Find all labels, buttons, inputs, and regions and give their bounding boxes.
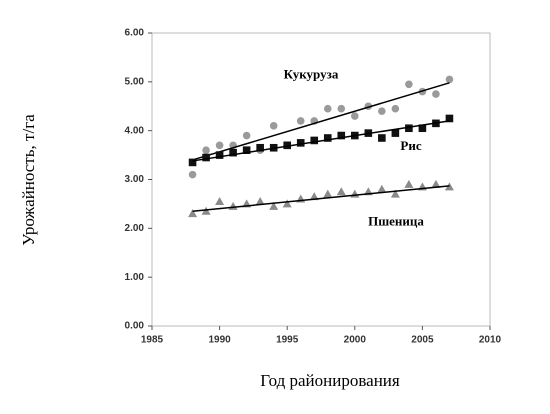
point bbox=[336, 187, 346, 196]
point bbox=[431, 179, 441, 188]
series-label: Рис bbox=[400, 138, 421, 153]
y-tick-label: 3.00 bbox=[125, 174, 145, 185]
point bbox=[309, 192, 319, 201]
point bbox=[351, 112, 359, 120]
point bbox=[445, 114, 454, 123]
x-tick-label: 2010 bbox=[479, 335, 502, 346]
point bbox=[229, 148, 237, 157]
point bbox=[377, 184, 387, 193]
point bbox=[269, 121, 278, 130]
point bbox=[255, 196, 265, 205]
point bbox=[215, 151, 224, 159]
point bbox=[188, 209, 198, 218]
y-tick-label: 2.00 bbox=[125, 223, 145, 234]
point bbox=[242, 146, 251, 154]
point bbox=[188, 170, 197, 179]
x-tick-label: 1995 bbox=[276, 335, 299, 346]
y-tick-label: 0.00 bbox=[125, 321, 145, 332]
point bbox=[432, 90, 440, 98]
point bbox=[256, 143, 264, 152]
x-tick-label: 2000 bbox=[344, 335, 367, 346]
point bbox=[323, 189, 333, 198]
point bbox=[323, 104, 332, 113]
point bbox=[404, 179, 414, 188]
y-axis-title: Урожайность, т/га bbox=[19, 114, 38, 246]
point bbox=[215, 196, 225, 205]
point bbox=[242, 131, 251, 140]
series-label: Кукуруза bbox=[284, 66, 339, 81]
point bbox=[378, 107, 386, 115]
point bbox=[445, 75, 454, 84]
point bbox=[296, 139, 305, 147]
point bbox=[391, 129, 400, 137]
point bbox=[282, 199, 292, 208]
x-tick-label: 2005 bbox=[411, 335, 434, 346]
x-axis-title: Год районирования bbox=[260, 371, 400, 390]
trend-line bbox=[192, 120, 450, 162]
point bbox=[202, 146, 210, 154]
y-tick-label: 1.00 bbox=[125, 272, 145, 283]
trend-line bbox=[192, 185, 450, 212]
point bbox=[269, 201, 279, 210]
point bbox=[323, 134, 332, 142]
point bbox=[215, 141, 224, 150]
point bbox=[201, 206, 211, 215]
point bbox=[228, 201, 238, 210]
point bbox=[296, 117, 305, 125]
point bbox=[378, 134, 386, 142]
point bbox=[202, 153, 210, 162]
y-tick-label: 4.00 bbox=[125, 125, 145, 136]
y-tick-label: 6.00 bbox=[125, 28, 145, 39]
point bbox=[418, 124, 427, 133]
point bbox=[350, 189, 360, 198]
point bbox=[310, 136, 319, 145]
point bbox=[405, 124, 413, 133]
point bbox=[405, 80, 413, 89]
point bbox=[390, 189, 400, 198]
series-label: Пшеница bbox=[368, 214, 424, 229]
point bbox=[188, 158, 197, 167]
point bbox=[337, 131, 346, 140]
trend-line bbox=[192, 82, 450, 161]
x-tick-label: 1990 bbox=[208, 335, 231, 346]
point bbox=[391, 104, 400, 113]
point bbox=[337, 104, 346, 113]
y-tick-label: 5.00 bbox=[125, 76, 145, 87]
x-tick-label: 1985 bbox=[141, 335, 164, 346]
point bbox=[283, 141, 291, 150]
